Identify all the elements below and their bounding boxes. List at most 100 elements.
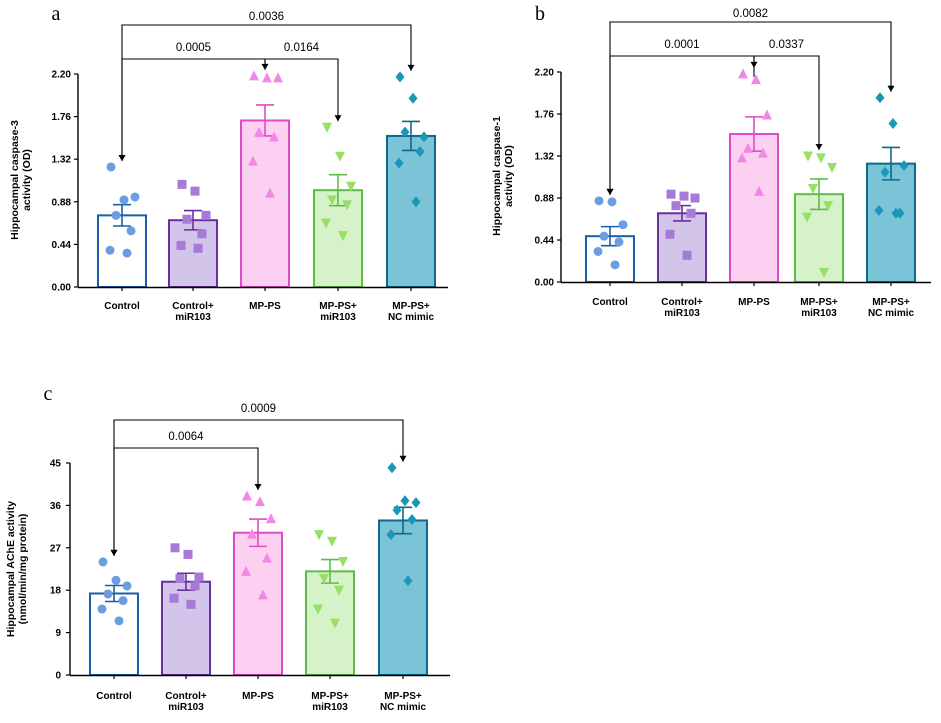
data-point bbox=[105, 245, 115, 255]
data-point bbox=[754, 185, 764, 196]
bracket-arrowhead bbox=[887, 85, 895, 92]
data-point bbox=[319, 573, 329, 584]
data-point bbox=[808, 183, 818, 194]
x-tick-label: MP-PS+ bbox=[800, 297, 838, 308]
data-point bbox=[823, 201, 833, 212]
data-point bbox=[111, 210, 121, 220]
x-tick-label: NC mimic bbox=[380, 702, 427, 713]
y-axis-label: Hippocampal caspase-3 activity (OD) bbox=[9, 120, 33, 240]
data-point bbox=[751, 74, 761, 85]
y-axis-label: Hippocampal caspase-1 activity (OD) bbox=[491, 116, 515, 236]
data-point bbox=[122, 248, 132, 258]
data-point bbox=[248, 155, 258, 166]
x-tick-label: miR103 bbox=[801, 308, 837, 319]
bar bbox=[866, 162, 916, 284]
data-point bbox=[666, 189, 676, 199]
data-point bbox=[177, 179, 187, 189]
data-point bbox=[679, 191, 689, 201]
p-value-label: 0.0082 bbox=[733, 8, 768, 20]
bar bbox=[657, 212, 707, 283]
data-point bbox=[249, 70, 259, 81]
data-point bbox=[182, 214, 192, 224]
x-tick-label: Control bbox=[96, 691, 132, 702]
data-point bbox=[265, 187, 275, 198]
data-point bbox=[874, 204, 884, 216]
significance-bracket bbox=[264, 58, 339, 122]
x-tick-label: MP-PS+ bbox=[392, 301, 430, 312]
data-point bbox=[97, 604, 107, 614]
data-point bbox=[738, 68, 748, 79]
data-point bbox=[122, 581, 132, 591]
data-point bbox=[665, 229, 675, 239]
data-point bbox=[618, 220, 628, 230]
y-axis-label-line: Hippocampal AChE activity bbox=[5, 501, 17, 637]
data-point bbox=[175, 573, 185, 583]
data-point bbox=[247, 528, 257, 539]
y-tick-label: 1.76 bbox=[52, 112, 72, 123]
data-point bbox=[403, 575, 413, 587]
y-tick-label: 9 bbox=[55, 628, 61, 639]
data-point bbox=[201, 210, 211, 220]
data-point bbox=[183, 549, 193, 559]
data-point bbox=[395, 71, 405, 83]
data-point bbox=[103, 589, 113, 599]
data-point bbox=[386, 529, 396, 541]
panel-letter: a bbox=[52, 3, 61, 25]
data-point bbox=[411, 497, 421, 509]
y-tick-label: 0.00 bbox=[535, 278, 555, 289]
data-point bbox=[737, 152, 747, 163]
p-value-label: 0.0337 bbox=[769, 39, 804, 51]
bracket-arrowhead bbox=[110, 549, 118, 556]
p-value-label: 0.0064 bbox=[168, 431, 204, 443]
data-point bbox=[743, 142, 753, 153]
y-axis-label: Hippocampal AChE activity (nmol/min/mg pr… bbox=[5, 501, 29, 637]
bar bbox=[161, 580, 211, 676]
bracket-arrowhead bbox=[606, 188, 614, 195]
y-axis-label-line: (nmol/min/mg protein) bbox=[17, 514, 29, 625]
data-point bbox=[400, 126, 410, 138]
data-point bbox=[682, 250, 692, 260]
data-point bbox=[816, 153, 826, 164]
data-point bbox=[170, 543, 180, 553]
data-point bbox=[599, 231, 609, 241]
data-point bbox=[118, 596, 128, 606]
data-point bbox=[888, 118, 898, 130]
y-tick-label: 18 bbox=[50, 586, 62, 597]
data-point bbox=[827, 162, 837, 173]
data-point bbox=[875, 92, 885, 104]
bracket-arrowhead bbox=[261, 63, 269, 70]
data-point bbox=[258, 589, 268, 600]
data-point bbox=[313, 604, 323, 615]
y-tick-label: 27 bbox=[50, 543, 62, 554]
data-point bbox=[111, 575, 121, 585]
y-tick-label: 0 bbox=[55, 671, 61, 682]
panel-letter: c bbox=[44, 383, 53, 405]
bar bbox=[378, 519, 428, 677]
y-tick-label: 0.44 bbox=[52, 240, 72, 251]
x-tick-label: miR103 bbox=[320, 312, 356, 323]
chart-panel-b: b 0.00 0.44 0.88 1.32 1.76 2.20 Control Control+… bbox=[491, 3, 931, 319]
data-point bbox=[899, 160, 909, 172]
x-tick-label: miR103 bbox=[168, 702, 204, 713]
p-value-label: 0.0005 bbox=[176, 42, 211, 54]
bar bbox=[305, 570, 355, 676]
data-point bbox=[119, 195, 129, 205]
y-tick-label: 0.00 bbox=[52, 283, 72, 294]
bar bbox=[89, 592, 139, 677]
data-point bbox=[197, 229, 207, 239]
data-point bbox=[266, 513, 276, 524]
data-point bbox=[411, 196, 421, 208]
data-point bbox=[322, 122, 332, 133]
data-point bbox=[408, 92, 418, 104]
x-tick-label: miR103 bbox=[312, 702, 348, 713]
data-point bbox=[269, 131, 279, 142]
x-tick-label: Control+ bbox=[661, 297, 703, 308]
data-point bbox=[891, 207, 901, 219]
data-point bbox=[273, 72, 283, 83]
data-point bbox=[126, 226, 136, 236]
data-point bbox=[593, 246, 603, 256]
bracket-arrowhead bbox=[815, 144, 823, 150]
x-tick-label: Control+ bbox=[165, 691, 207, 702]
data-point bbox=[241, 565, 251, 576]
